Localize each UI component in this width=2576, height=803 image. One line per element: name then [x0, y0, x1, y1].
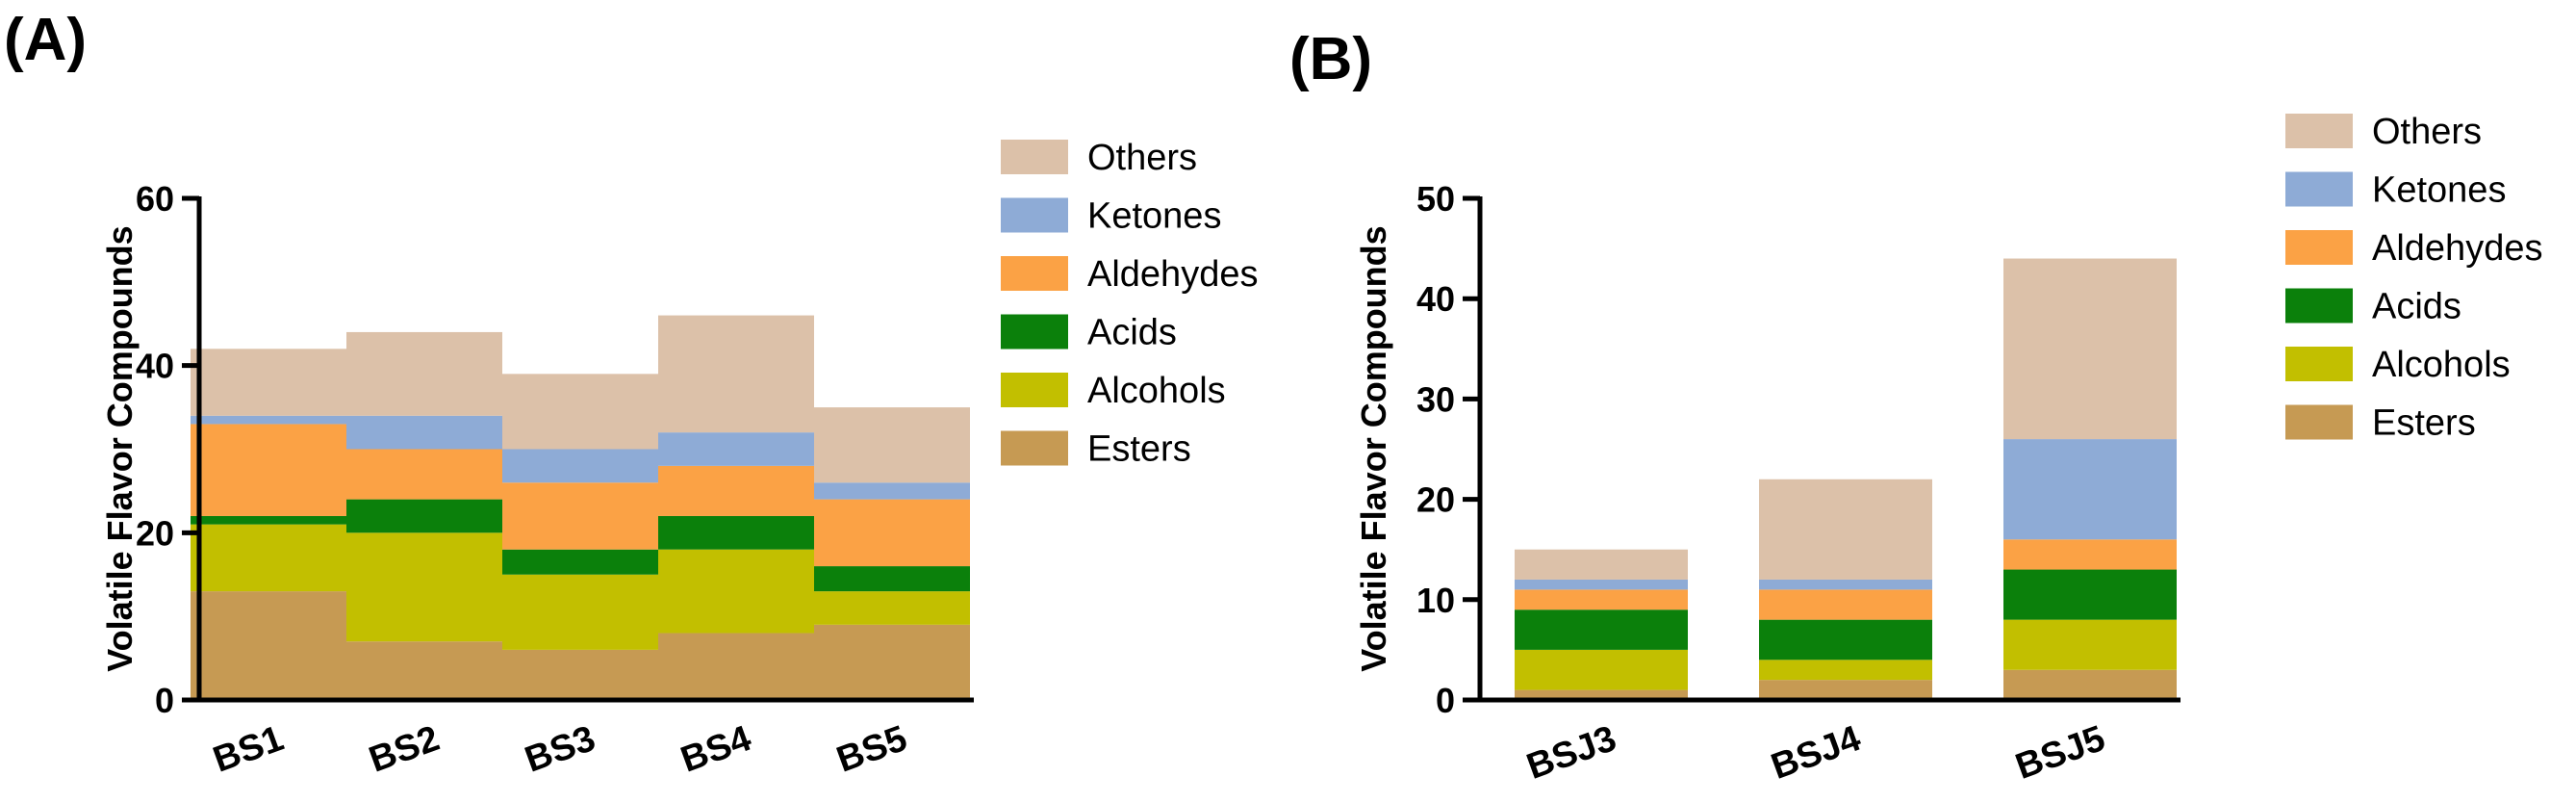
panel-a-bar-bs5-esters: [814, 624, 970, 700]
panel-a-bar-bs1-ketones: [191, 415, 346, 425]
panel-b-legend-label-others: Others: [2372, 112, 2482, 152]
panel-a-bar-bs1-alcohols: [191, 524, 346, 592]
panel-a-category-label: BS1: [208, 718, 289, 781]
panel-b-legend-swatch-others: [2285, 114, 2353, 148]
panel-a-bar-bs3-acids: [502, 549, 658, 575]
panel-a-bar-bs2-acids: [346, 499, 502, 533]
panel-a-bar-bs3-others: [502, 374, 658, 450]
panel-a-category-label: BS4: [676, 718, 756, 781]
panel-b-legend-swatch-aldehydes: [2285, 230, 2353, 265]
panel-a-bar-bs2-others: [346, 331, 502, 416]
panel-b-bar-bsj3-aldehydes: [1515, 589, 1688, 610]
panel-a-bar-bs2-alcohols: [346, 532, 502, 642]
panel-a-legend-label-ketones: Ketones: [1087, 196, 1221, 237]
panel-b-category-label: BSJ4: [1766, 718, 1866, 788]
panel-b-bar-bsj5-aldehydes: [2003, 539, 2177, 570]
panel-a-category-label: BS5: [831, 718, 912, 781]
panel-a-legend-label-others: Others: [1087, 138, 1197, 178]
panel-a-bar-bs2-esters: [346, 641, 502, 700]
panel-a-y-tick-label: 0: [155, 681, 174, 720]
panel-b-y-tick-label: 40: [1416, 279, 1455, 319]
panel-a-bar-bs5-aldehydes: [814, 499, 970, 567]
panel-b-legend-label-alcohols: Alcohols: [2372, 345, 2511, 385]
panel-b-bar-bsj4-esters: [1759, 680, 1932, 700]
panel-b-y-tick-label: 0: [1436, 681, 1455, 720]
panel-a-bar-bs3-alcohols: [502, 574, 658, 650]
panel-b-bar-bsj4-ketones: [1759, 579, 1932, 590]
panel-b-legend-label-acids: Acids: [2372, 287, 2461, 327]
panel-b-y-tick-label: 10: [1416, 581, 1455, 620]
panel-a-legend-swatch-aldehydes: [1001, 256, 1068, 291]
panel-b-bar-bsj4-others: [1759, 479, 1932, 580]
panel-a-legend-label-esters: Esters: [1087, 429, 1191, 470]
panel-b-legend-label-aldehydes: Aldehydes: [2372, 228, 2542, 269]
panel-a-bar-bs4-ketones: [658, 432, 814, 466]
panel-a-y-tick-label: 20: [136, 513, 174, 553]
panel-a-y-tick-label: 40: [136, 347, 174, 386]
panel-b-bar-bsj5-esters: [2003, 669, 2177, 700]
panel-a-legend-swatch-acids: [1001, 314, 1068, 350]
panel-a-y-axis-title: Volatile Flavor Compounds: [100, 225, 140, 671]
panel-b-legend-label-ketones: Ketones: [2372, 170, 2506, 211]
panel-a-legend-swatch-others: [1001, 140, 1068, 174]
panel-a-bar-bs4-aldehydes: [658, 465, 814, 516]
panel-b-y-tick-label: 20: [1416, 480, 1455, 520]
panel-b-bar-bsj5-others: [2003, 258, 2177, 440]
panel-a-legend-label-acids: Acids: [1087, 313, 1177, 353]
panel-a-bar-bs1-acids: [191, 515, 346, 525]
panel-a-bar-bs1-others: [191, 349, 346, 416]
panel-b-bar-bsj3-ketones: [1515, 579, 1688, 590]
panel-a-category-label: BS2: [364, 718, 445, 781]
panel-a-bar-bs4-others: [658, 315, 814, 433]
panel-b-bar-bsj5-ketones: [2003, 439, 2177, 540]
panel-b-legend-swatch-ketones: [2285, 171, 2353, 207]
panel-a-bar-bs1-aldehydes: [191, 424, 346, 516]
panel-b-bar-bsj5-alcohols: [2003, 619, 2177, 670]
panel-b-y-tick-label: 50: [1416, 179, 1455, 219]
panel-b-legend-swatch-alcohols: [2285, 347, 2353, 381]
panel-b-label: (B): [1289, 26, 1372, 92]
panel-a-bar-bs3-aldehydes: [502, 482, 658, 550]
panel-a-bar-bs4-alcohols: [658, 549, 814, 634]
panel-a-bar-bs4-esters: [658, 633, 814, 700]
panel-a-legend-swatch-alcohols: [1001, 373, 1068, 407]
panel-b-legend-label-esters: Esters: [2372, 403, 2476, 444]
panel-a-legend-label-alcohols: Alcohols: [1087, 371, 1226, 411]
panel-a-bar-bs3-esters: [502, 649, 658, 700]
panel-b-y-tick-label: 30: [1416, 379, 1455, 419]
panel-a-bar-bs5-others: [814, 407, 970, 483]
panel-a-bar-bs5-alcohols: [814, 591, 970, 625]
panel-a-bar-bs5-acids: [814, 566, 970, 592]
panel-b-bar-bsj4-alcohols: [1759, 660, 1932, 681]
panel-b-bar-bsj4-acids: [1759, 619, 1932, 661]
panel-b-bar-bsj4-aldehydes: [1759, 589, 1932, 620]
panel-b-y-axis-title: Volatile Flavor Compounds: [1354, 225, 1393, 671]
panel-a-bar-bs3-ketones: [502, 449, 658, 483]
panel-a-legend-swatch-ketones: [1001, 197, 1068, 233]
panel-b-bar-bsj5-acids: [2003, 569, 2177, 620]
panel-a-label: (A): [4, 7, 87, 73]
panel-b-bar-bsj3-others: [1515, 549, 1688, 580]
panel-b-legend-swatch-acids: [2285, 288, 2353, 324]
panel-a-bar-bs5-ketones: [814, 482, 970, 500]
panel-b-bar-bsj3-esters: [1515, 689, 1688, 700]
panel-b-bar-bsj3-acids: [1515, 609, 1688, 650]
panel-a-legend-swatch-esters: [1001, 430, 1068, 466]
panel-a-bar-bs1-esters: [191, 591, 346, 700]
panel-b-bar-bsj3-alcohols: [1515, 649, 1688, 690]
panel-a-bar-bs2-ketones: [346, 415, 502, 450]
panel-a-y-tick-label: 60: [136, 179, 174, 219]
panel-b-category-label: BSJ5: [2010, 718, 2110, 788]
panel-a-legend-label-aldehydes: Aldehydes: [1087, 254, 1258, 295]
panel-b-category-label: BSJ3: [1521, 718, 1621, 788]
panel-b-legend-swatch-esters: [2285, 404, 2353, 440]
panel-a-bar-bs4-acids: [658, 515, 814, 550]
panel-a-bar-bs2-aldehydes: [346, 449, 502, 500]
panel-a-category-label: BS3: [520, 718, 600, 781]
